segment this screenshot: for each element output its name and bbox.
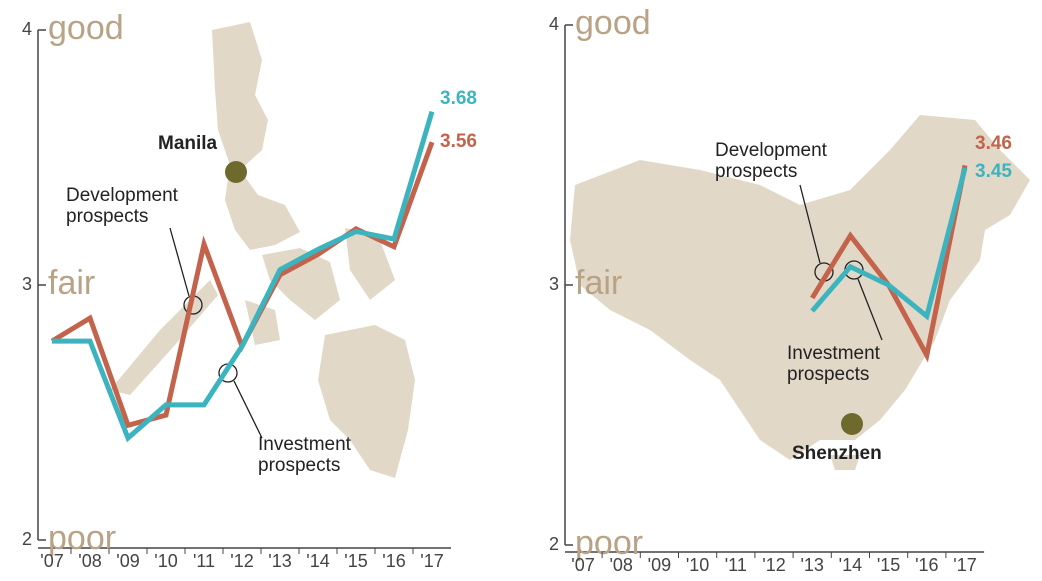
x-tick-label: '12 (762, 555, 785, 575)
scale-label: good (48, 9, 124, 47)
x-tick-label: '14 (839, 555, 862, 575)
scale-label: poor (48, 519, 116, 557)
x-tick-label: '16 (382, 551, 405, 571)
x-tick-label: '11 (725, 555, 747, 575)
x-tick-label: '14 (306, 551, 329, 571)
series-name: Development prospects (66, 185, 178, 227)
city-label: Manila (158, 133, 218, 154)
y-tick-label: 4 (549, 14, 559, 34)
series-name: Investment prospects (787, 343, 880, 385)
x-tick-label: '13 (800, 555, 823, 575)
y-tick-label: 2 (549, 534, 559, 554)
x-tick-label: '08 (609, 555, 632, 575)
series-line (810, 167, 968, 321)
x-tick-label: '16 (915, 555, 938, 575)
y-tick-label: 3 (22, 274, 32, 294)
x-tick-label: '15 (344, 551, 367, 571)
end-value: 3.45 (975, 161, 1012, 182)
y-tick-label: 2 (22, 529, 32, 549)
map-china (570, 115, 1030, 470)
x-tick-label: '08 (78, 551, 101, 571)
series-name: Development prospects (715, 140, 827, 182)
x-tick-label: '09 (116, 551, 139, 571)
callouts (169, 184, 883, 439)
scale-label: poor (575, 524, 643, 562)
map-philippines (110, 22, 415, 478)
y-tick-label: 4 (22, 19, 32, 39)
x-tick-label: '13 (268, 551, 291, 571)
series-line (52, 110, 435, 443)
x-tick-label: '10 (686, 555, 709, 575)
x-tick-label: '11 (193, 551, 215, 571)
x-tick-label: '12 (230, 551, 253, 571)
city-dot (841, 413, 863, 435)
x-tick-label: '17 (420, 551, 443, 571)
city-label: Shenzhen (792, 443, 882, 464)
x-tick-label: '07 (40, 551, 63, 571)
scale-label: good (575, 4, 651, 42)
scale-label: fair (48, 264, 95, 302)
x-tick-label: '09 (648, 555, 671, 575)
end-value: 3.68 (440, 88, 477, 109)
series-name: Investment prospects (258, 434, 351, 476)
end-value: 3.46 (975, 133, 1012, 154)
x-tick-label: '17 (953, 555, 976, 575)
x-tick-label: '10 (154, 551, 177, 571)
scale-label: fair (575, 264, 622, 302)
y-tick-label: 3 (549, 274, 559, 294)
end-value: 3.56 (440, 131, 477, 152)
x-tick-label: '07 (571, 555, 594, 575)
x-tick-label: '15 (877, 555, 900, 575)
city-dot (225, 161, 247, 183)
